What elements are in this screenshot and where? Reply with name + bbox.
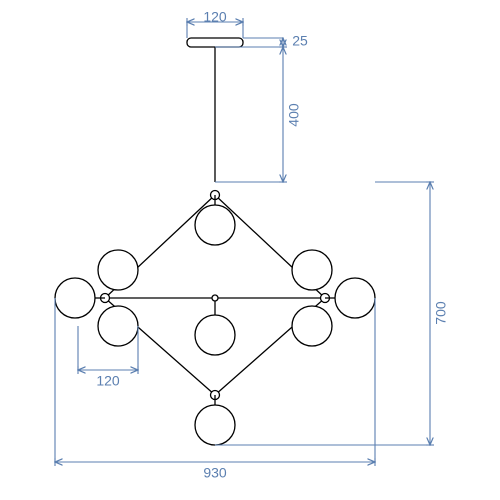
globe-top_below (195, 205, 235, 245)
globe-right_right (335, 278, 375, 318)
globe-mid_above (195, 315, 235, 355)
dim-label: 120 (96, 373, 120, 389)
globe-right_down (292, 306, 332, 346)
dim-label: 120 (203, 9, 227, 25)
technical-drawing: 120 25 400 120 700 930 (0, 0, 500, 500)
globe-right_up (292, 250, 332, 290)
dim-label: 25 (292, 33, 308, 49)
dim-label: 930 (203, 465, 227, 481)
globe-bottom_below (195, 405, 235, 445)
globe-left_down (98, 306, 138, 346)
canopy (187, 38, 243, 47)
dimensions: 120 25 400 120 700 930 (55, 9, 449, 481)
globe-left_up (98, 250, 138, 290)
dim-label: 400 (286, 103, 302, 127)
dim-label: 700 (433, 301, 449, 325)
globe-left_left (55, 278, 95, 318)
